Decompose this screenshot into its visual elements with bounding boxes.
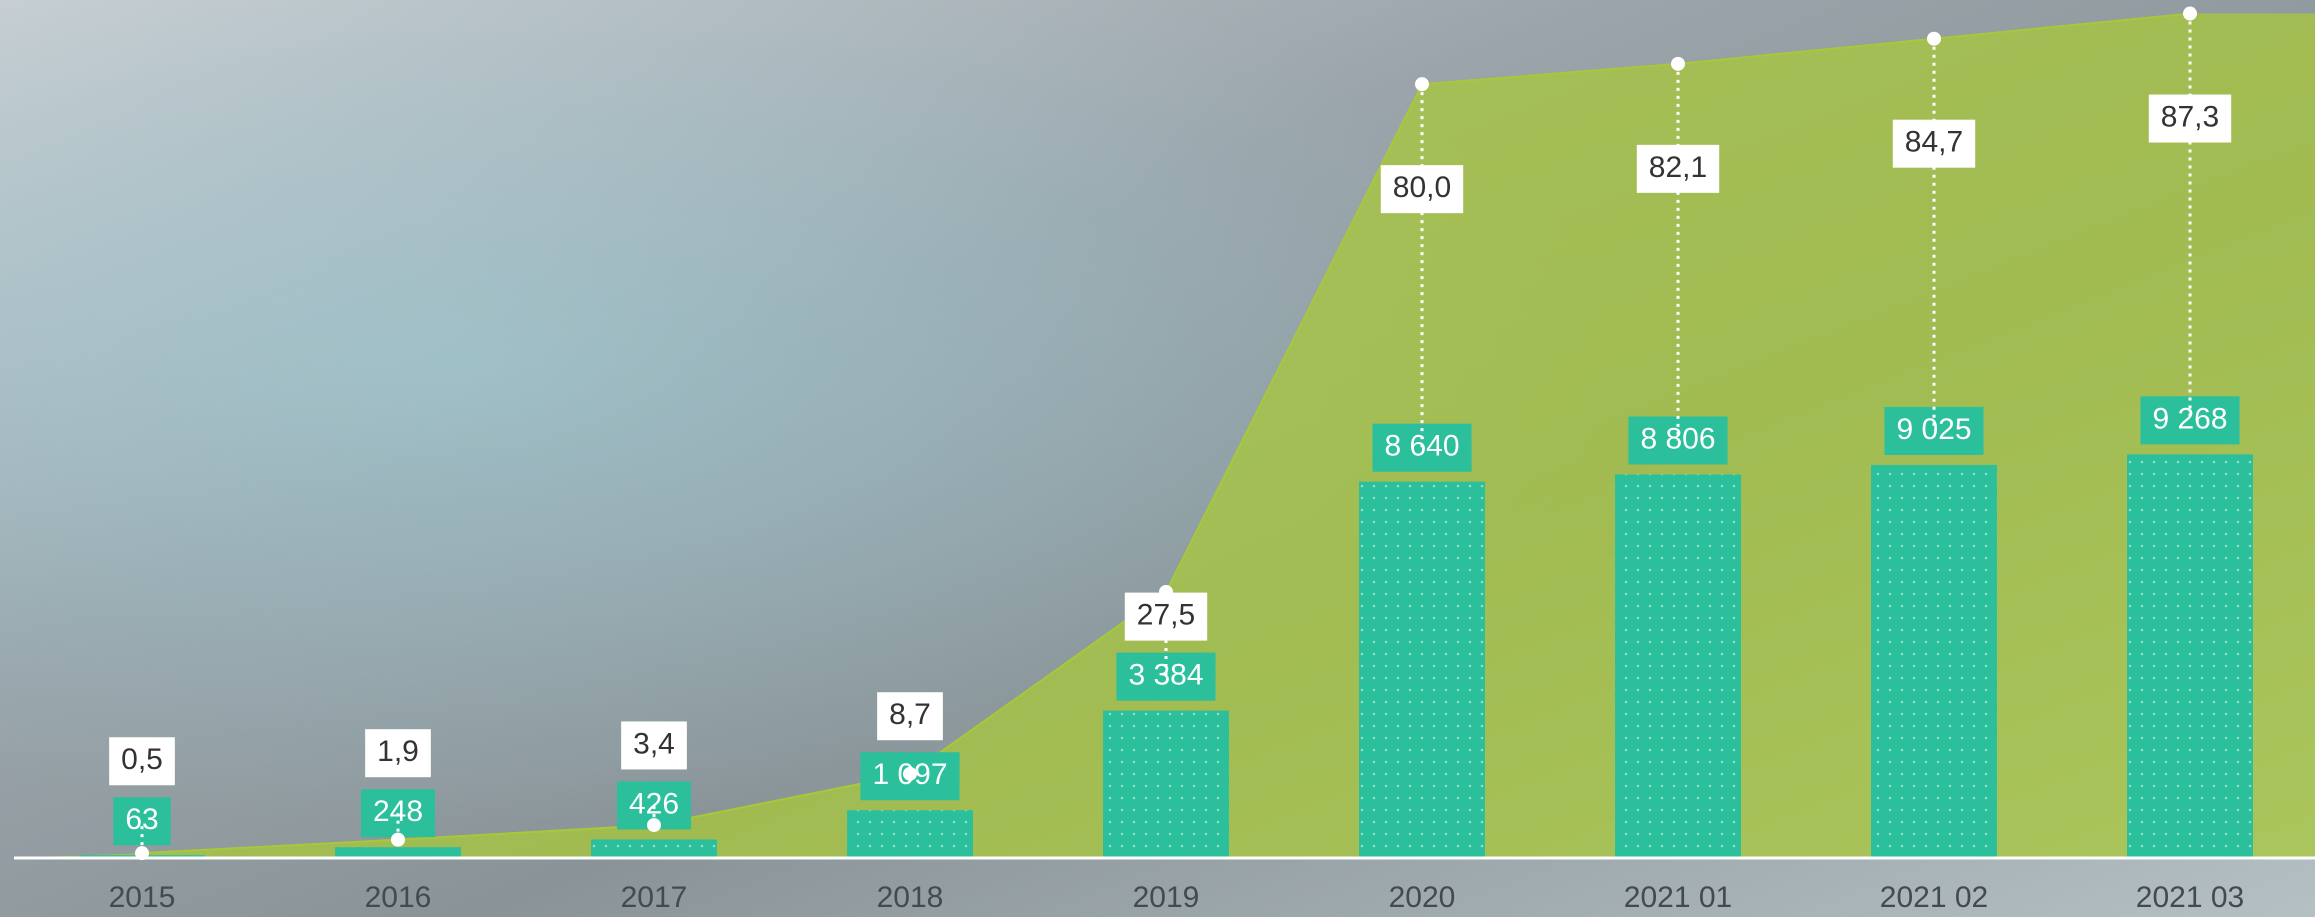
- line-value-label: 8,7: [889, 698, 931, 731]
- x-tick-label: 2016: [365, 881, 432, 914]
- bar-value-label: 63: [125, 803, 158, 836]
- x-tick-label: 2021 01: [1624, 881, 1732, 914]
- bar-texture: [335, 847, 461, 858]
- line-value-label-group: 3,4: [621, 721, 687, 769]
- bar-texture: [1871, 465, 1997, 858]
- x-tick-label: 2015: [109, 881, 176, 914]
- bar-texture: [1359, 482, 1485, 858]
- point: [1671, 57, 1685, 71]
- line-value-label: 0,5: [121, 743, 163, 776]
- bar-texture: [847, 810, 973, 858]
- x-tick-label: 2018: [877, 881, 944, 914]
- bar-texture: [2127, 454, 2253, 858]
- bar-texture: [591, 839, 717, 858]
- x-tick-label: 2017: [621, 881, 688, 914]
- x-tick-label: 2021 02: [1880, 881, 1988, 914]
- bar-texture: [1103, 711, 1229, 858]
- bar-value-label: 3 384: [1128, 659, 1203, 692]
- line-value-label: 3,4: [633, 727, 675, 760]
- point: [1415, 77, 1429, 91]
- line-value-label-group: 1,9: [365, 729, 431, 777]
- line-value-label-group: 0,5: [109, 737, 175, 785]
- line-value-label-group: 27,5: [1125, 593, 1207, 641]
- line-value-label-group: 80,0: [1381, 165, 1463, 213]
- bar-value-label: 9 025: [1896, 413, 1971, 446]
- bar-texture: [1615, 474, 1741, 858]
- point: [2183, 7, 2197, 21]
- line-value-label: 82,1: [1649, 151, 1707, 184]
- x-tick-label: 2020: [1389, 881, 1456, 914]
- point: [647, 818, 661, 832]
- point: [391, 833, 405, 847]
- point: [903, 767, 917, 781]
- line-value-label: 80,0: [1393, 171, 1451, 204]
- bar-value-label: 8 806: [1640, 422, 1715, 455]
- line-value-label: 27,5: [1137, 599, 1195, 632]
- line-value-label-group: 84,7: [1893, 120, 1975, 168]
- line-value-label: 84,7: [1905, 126, 1963, 159]
- line-value-label-group: 87,3: [2149, 95, 2231, 143]
- x-tick-label: 2019: [1133, 881, 1200, 914]
- point: [1927, 32, 1941, 46]
- x-tick-label: 2021 03: [2136, 881, 2244, 914]
- line-value-label-group: 82,1: [1637, 145, 1719, 193]
- line-value-label: 87,3: [2161, 100, 2219, 133]
- line-value-label: 1,9: [377, 735, 419, 768]
- chart: 632484261 0973 3848 6408 8069 0259 2680,…: [0, 0, 2315, 917]
- line-value-label-group: 8,7: [877, 692, 943, 740]
